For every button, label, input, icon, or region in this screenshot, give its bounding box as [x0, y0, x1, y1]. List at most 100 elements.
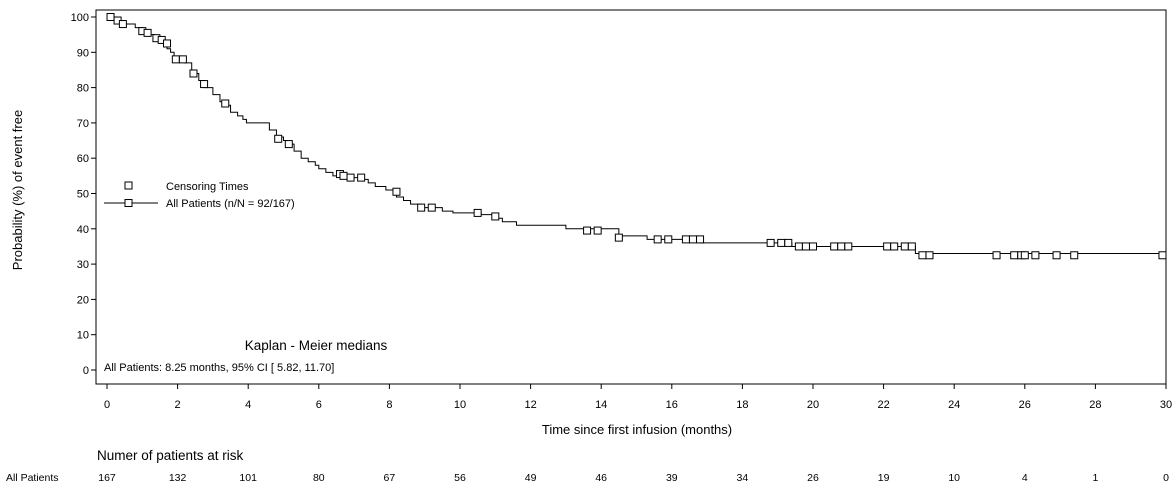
risk-value: 26	[807, 472, 819, 484]
censor-marks	[106, 13, 1167, 260]
censor-mark	[1158, 251, 1167, 260]
axes	[95, 9, 1167, 385]
censor-mark	[473, 208, 482, 217]
censor-mark	[189, 69, 198, 78]
km-step-line	[107, 16, 1167, 256]
censor-mark	[106, 13, 115, 21]
risk-row-label: All Patients	[6, 472, 59, 484]
censor-mark	[907, 242, 916, 251]
survival-curve	[107, 16, 1167, 256]
legend-censor-marker	[124, 181, 133, 190]
censor-mark	[883, 242, 892, 251]
risk-value: 39	[666, 472, 678, 484]
censor-mark	[681, 235, 690, 244]
censor-mark	[357, 173, 366, 182]
censor-mark	[427, 203, 436, 212]
censor-mark	[900, 242, 909, 251]
censor-mark	[925, 251, 934, 260]
x-tick-label: 18	[736, 399, 748, 411]
risk-value: 19	[878, 472, 890, 484]
y-ticks: 0 10 20 30 40 50 60 70 80 90 100	[71, 12, 96, 377]
y-tick-label: 70	[77, 118, 89, 130]
censor-mark	[1020, 251, 1029, 260]
risk-value: 80	[313, 472, 325, 484]
legend-entry-all-patients: All Patients (n/N = 92/167)	[166, 198, 295, 210]
x-tick-label: 26	[1019, 399, 1031, 411]
x-tick-label: 10	[454, 399, 466, 411]
x-tick-label: 14	[595, 399, 607, 411]
risk-value: 10	[948, 472, 960, 484]
censor-mark	[171, 55, 180, 64]
risk-value: 132	[169, 472, 187, 484]
censor-mark	[837, 242, 846, 251]
censor-mark	[809, 242, 817, 251]
censor-mark	[392, 187, 401, 196]
censor-mark	[593, 226, 602, 235]
km-medians-title: Kaplan - Meier medians	[245, 338, 388, 353]
risk-value: 0	[1163, 472, 1169, 484]
x-tick-label: 24	[948, 399, 960, 411]
x-tick-label: 28	[1089, 399, 1101, 411]
censor-mark	[664, 235, 673, 244]
censor-mark	[992, 251, 1001, 260]
x-tick-label: 12	[524, 399, 536, 411]
censor-mark	[918, 251, 927, 260]
y-tick-label: 60	[77, 153, 89, 165]
censor-mark	[221, 99, 230, 108]
x-tick-label: 0	[104, 399, 110, 411]
censor-mark	[583, 226, 592, 235]
censor-mark	[163, 39, 172, 48]
censor-mark	[844, 242, 853, 251]
y-tick-label: 80	[77, 83, 89, 95]
censor-mark	[784, 238, 793, 247]
x-tick-label: 8	[386, 399, 392, 411]
risk-table-title: Numer of patients at risk	[97, 448, 244, 463]
censor-mark	[614, 233, 623, 242]
censor-mark	[688, 235, 697, 244]
risk-value: 167	[98, 472, 116, 484]
risk-value: 4	[1022, 472, 1028, 484]
legend: Censoring Times All Patients (n/N = 92/1…	[104, 181, 295, 210]
risk-value: 101	[239, 472, 257, 484]
censor-mark	[777, 238, 786, 247]
y-tick-label: 90	[77, 47, 89, 59]
censor-mark	[346, 173, 355, 182]
km-medians-text: All Patients: 8.25 months, 95% CI [ 5.82…	[104, 362, 334, 374]
censor-mark	[801, 242, 810, 251]
censor-mark	[653, 235, 662, 244]
censor-mark	[830, 242, 839, 251]
risk-value: 67	[384, 472, 396, 484]
x-tick-label: 20	[807, 399, 819, 411]
plot-frame	[95, 9, 1167, 385]
risk-value: 46	[595, 472, 607, 484]
censor-mark	[890, 242, 899, 251]
x-tick-label: 16	[666, 399, 678, 411]
censor-mark	[284, 140, 293, 149]
y-tick-label: 30	[77, 259, 89, 271]
censor-mark	[1052, 251, 1061, 260]
censor-mark	[696, 235, 705, 244]
censor-mark	[1031, 251, 1040, 260]
censor-mark	[1070, 251, 1079, 260]
x-tick-label: 2	[175, 399, 181, 411]
y-tick-label: 10	[77, 330, 89, 342]
y-tick-label: 0	[83, 365, 89, 377]
censor-mark	[178, 55, 187, 64]
y-tick-label: 100	[71, 12, 89, 24]
censor-mark	[794, 242, 803, 251]
risk-value: 1	[1092, 472, 1098, 484]
x-tick-label: 4	[245, 399, 251, 411]
censor-mark	[118, 20, 127, 29]
legend-line-square	[124, 199, 133, 207]
y-axis-title: Probability (%) of event free	[10, 110, 25, 270]
x-tick-label: 6	[316, 399, 322, 411]
censor-mark	[339, 171, 348, 180]
risk-value: 34	[737, 472, 749, 484]
censor-mark	[143, 28, 152, 37]
x-tick-label: 22	[877, 399, 889, 411]
y-tick-label: 40	[77, 224, 89, 236]
censor-mark	[274, 134, 283, 143]
x-tick-label: 30	[1160, 399, 1172, 411]
risk-values: 167 132 101 80 67 56 49 46 39 34 26 19 10 4 1 0	[98, 472, 1169, 484]
